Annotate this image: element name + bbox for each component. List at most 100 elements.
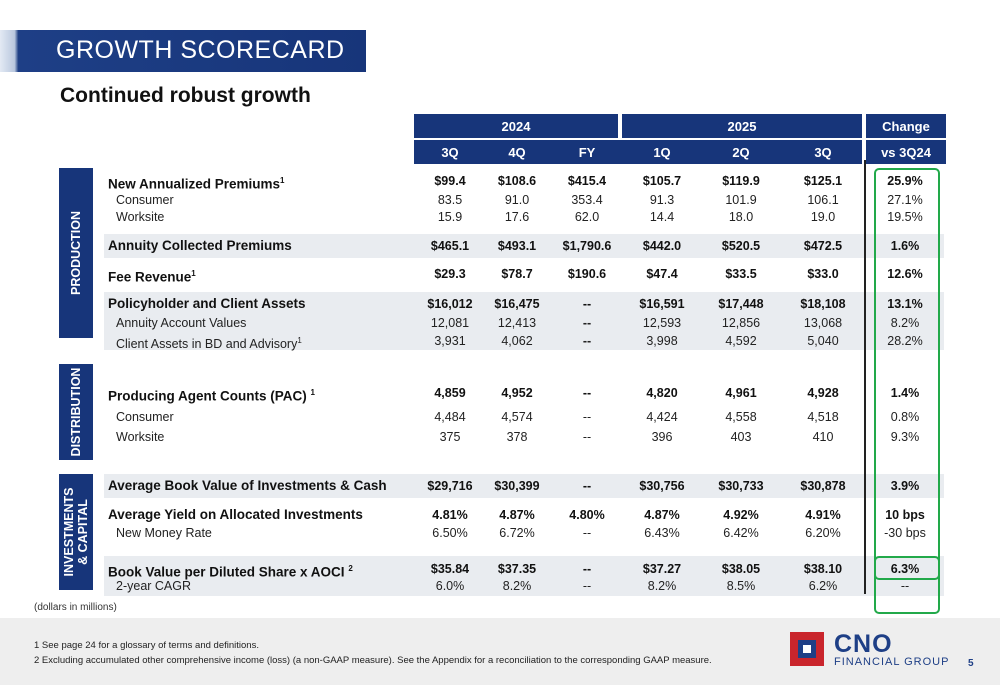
value-3q24: 15.9 [437,210,463,224]
value-fy24: $1,790.6 [562,239,612,253]
value-change: 1.4% [890,386,920,400]
row-label: Consumer [116,193,174,207]
change-header-bottom: vs 3Q24 [866,140,946,164]
table-row: Client Assets in BD and Advisory1 3,931 … [116,334,923,352]
value-3q24: $16,012 [427,297,473,311]
value-3q25: 4.91% [805,508,841,522]
value-4q24: 4,574 [501,410,533,424]
table-row: Annuity Account Values 12,081 12,413 -- … [104,314,944,332]
value-change: 10 bps [885,508,925,522]
value-3q25: 410 [812,430,834,444]
band-book-value-share [104,556,944,596]
row-label: 2-year CAGR [116,579,192,593]
value-3q24: 4.81% [432,508,468,522]
value-2q25: 4,592 [725,334,757,348]
table-row: Book Value per Diluted Share x AOCI 2 $3… [108,562,920,580]
value-change: 8.2% [890,316,920,330]
row-label: Average Yield on Allocated Investments [108,507,363,522]
value-3q24: 4,859 [434,386,466,400]
value-fy24: -- [582,334,592,348]
quarter-header-2q25: 2Q [732,144,750,160]
quarter-header-fy24: FY [578,144,596,160]
table-row: Annuity Collected Premiums $465.1 $493.1… [104,237,944,255]
value-change: 28.2% [887,334,923,348]
value-3q24: $29,716 [427,479,473,493]
row-label: Policyholder and Client Assets [108,296,306,311]
value-3q25: 6.2% [808,579,838,593]
value-4q24: 4,062 [501,334,533,348]
value-3q25: $30,878 [800,479,846,493]
value-4q24: 4.87% [499,508,535,522]
table-row: Worksite 375 378 -- 396 403 410 9.3% [104,428,944,446]
row-label: Fee Revenue [108,269,192,285]
value-1q25: 8.2% [647,579,677,593]
value-4q24: 8.2% [502,579,532,593]
value-2q25: $30,733 [718,479,764,493]
header-bar [0,30,366,72]
value-3q25: 13,068 [803,316,843,330]
row-label: Book Value per Diluted Share x AOCI [108,564,345,580]
table-row: New Annualized Premiums1 $99.4 $108.6 $4… [108,174,923,192]
row-label: Client Assets in BD and Advisory [116,337,298,352]
value-fy24: $415.4 [567,174,607,188]
value-3q25: 106.1 [807,193,839,207]
value-change: 9.3% [890,430,920,444]
value-4q24: $16,475 [494,297,540,311]
band-book-value-investments [104,474,944,498]
value-2q25: $119.9 [722,174,760,188]
change-column-highlight [874,168,940,614]
value-fy24: -- [582,562,592,576]
value-2q25: $520.5 [721,239,761,253]
value-4q24: 378 [506,430,528,444]
value-2q25: 4.92% [723,508,759,522]
value-3q24: 375 [439,430,461,444]
value-fy24: 62.0 [574,210,600,224]
value-1q25: 14.4 [649,210,675,224]
value-fy24: -- [582,579,592,593]
value-2q25: 6.42% [723,526,759,540]
quarter-header-row: 3Q 4Q FY 1Q 2Q 3Q [414,140,862,164]
value-1q25: 4,820 [646,386,678,400]
value-3q24: $465.1 [430,239,470,253]
table-row: Average Book Value of Investments & Cash… [104,477,944,495]
value-change: 19.5% [887,210,923,224]
value-3q25: 19.0 [810,210,836,224]
value-change: 6.3% [890,562,920,576]
logo-name: CNO [834,630,893,658]
band-policyholder [104,292,944,350]
page-number: 5 [968,658,974,669]
value-1q25: $30,756 [639,479,685,493]
value-3q25: $33.0 [807,267,839,281]
value-4q24: $37.35 [497,562,537,576]
value-change: 12.6% [887,267,923,281]
value-1q25: $105.7 [642,174,682,188]
value-4q24: 17.6 [504,210,530,224]
value-2q25: $17,448 [718,297,764,311]
value-change: 27.1% [887,193,923,207]
quarter-header-4q24: 4Q [508,144,526,160]
book-value-change-highlight [874,556,940,580]
band-annuity [104,234,944,258]
row-label: Annuity Account Values [116,316,247,330]
table-row: New Money Rate 6.50% 6.72% -- 6.43% 6.42… [104,524,944,542]
value-3q24: $99.4 [434,174,466,188]
value-fy24: 4.80% [569,508,605,522]
value-change: -30 bps [884,526,926,540]
value-2q25: 4,961 [725,386,757,400]
value-1q25: 4,424 [646,410,678,424]
value-3q25: $472.5 [803,239,843,253]
row-label: New Money Rate [116,526,212,540]
row-label: Producing Agent Counts (PAC) [108,388,307,404]
value-3q25: $38.10 [803,562,843,576]
row-label: Consumer [116,410,174,424]
section-label-investments: INVESTMENTS & CAPITAL [59,474,93,590]
footer [0,618,1000,685]
page-title: GROWTH SCORECARD [56,36,345,64]
value-3q25: 4,928 [807,386,839,400]
quarter-header-1q25: 1Q [653,144,671,160]
value-1q25: $47.4 [646,267,678,281]
table-row: Policyholder and Client Assets $16,012 $… [104,295,944,313]
value-3q25: 4,518 [807,410,839,424]
table-row: Producing Agent Counts (PAC) 1 4,859 4,9… [108,386,920,404]
value-1q25: 91.3 [649,193,675,207]
